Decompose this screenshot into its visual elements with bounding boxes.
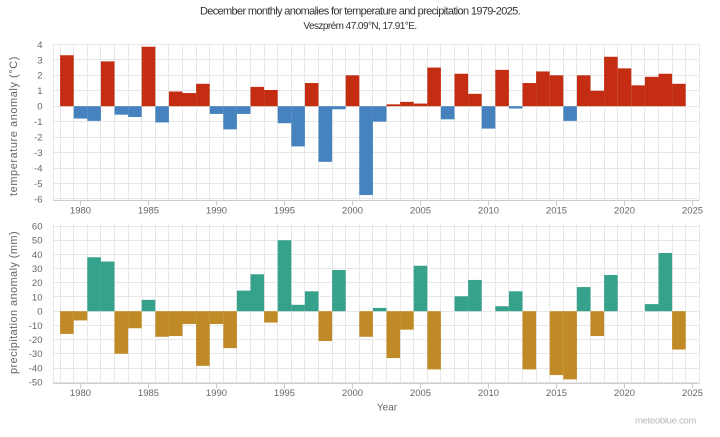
svg-text:1995: 1995 xyxy=(274,205,295,216)
svg-text:1985: 1985 xyxy=(138,205,159,216)
svg-text:1980: 1980 xyxy=(70,388,91,399)
svg-text:50: 50 xyxy=(32,236,43,247)
svg-text:1995: 1995 xyxy=(274,388,295,399)
svg-text:30: 30 xyxy=(32,264,43,275)
svg-text:2005: 2005 xyxy=(410,388,431,399)
svg-text:3: 3 xyxy=(37,55,42,66)
svg-text:2000: 2000 xyxy=(342,205,363,216)
svg-text:precipitation anomaly (mm): precipitation anomaly (mm) xyxy=(8,231,20,374)
svg-text:-1: -1 xyxy=(34,117,42,128)
svg-text:-4: -4 xyxy=(34,163,42,174)
svg-text:2020: 2020 xyxy=(614,205,635,216)
svg-text:-40: -40 xyxy=(29,363,43,374)
svg-text:temperature anomaly (°C): temperature anomaly (°C) xyxy=(8,56,20,196)
svg-text:2010: 2010 xyxy=(478,205,499,216)
svg-text:0: 0 xyxy=(37,102,42,113)
svg-text:0: 0 xyxy=(37,307,42,318)
svg-text:1980: 1980 xyxy=(70,205,91,216)
svg-text:-20: -20 xyxy=(29,335,43,346)
svg-text:-10: -10 xyxy=(29,321,43,332)
svg-text:20: 20 xyxy=(32,278,43,289)
svg-text:-50: -50 xyxy=(29,378,43,389)
svg-text:2: 2 xyxy=(37,71,42,82)
svg-text:December monthly anomalies for: December monthly anomalies for temperatu… xyxy=(200,5,521,17)
svg-text:2020: 2020 xyxy=(614,388,635,399)
svg-text:meteoblue.com: meteoblue.com xyxy=(635,416,696,427)
svg-text:60: 60 xyxy=(32,221,43,232)
svg-text:40: 40 xyxy=(32,250,43,261)
svg-text:2025: 2025 xyxy=(682,388,703,399)
svg-text:1985: 1985 xyxy=(138,388,159,399)
svg-text:-30: -30 xyxy=(29,349,43,360)
svg-text:-6: -6 xyxy=(34,194,42,205)
svg-text:Veszprém 47.09°N, 17.91°E.: Veszprém 47.09°N, 17.91°E. xyxy=(303,21,416,32)
svg-text:10: 10 xyxy=(32,292,43,303)
svg-text:-5: -5 xyxy=(34,179,42,190)
svg-text:-2: -2 xyxy=(34,133,42,144)
svg-text:2025: 2025 xyxy=(682,205,703,216)
svg-text:Year: Year xyxy=(377,403,398,414)
svg-text:-3: -3 xyxy=(34,148,42,159)
svg-text:2010: 2010 xyxy=(478,388,499,399)
svg-text:1990: 1990 xyxy=(206,205,227,216)
svg-text:2000: 2000 xyxy=(342,388,363,399)
svg-text:2015: 2015 xyxy=(546,205,567,216)
svg-text:1: 1 xyxy=(37,86,42,97)
svg-text:4: 4 xyxy=(37,40,42,51)
svg-text:1990: 1990 xyxy=(206,388,227,399)
svg-text:2015: 2015 xyxy=(546,388,567,399)
svg-text:2005: 2005 xyxy=(410,205,431,216)
